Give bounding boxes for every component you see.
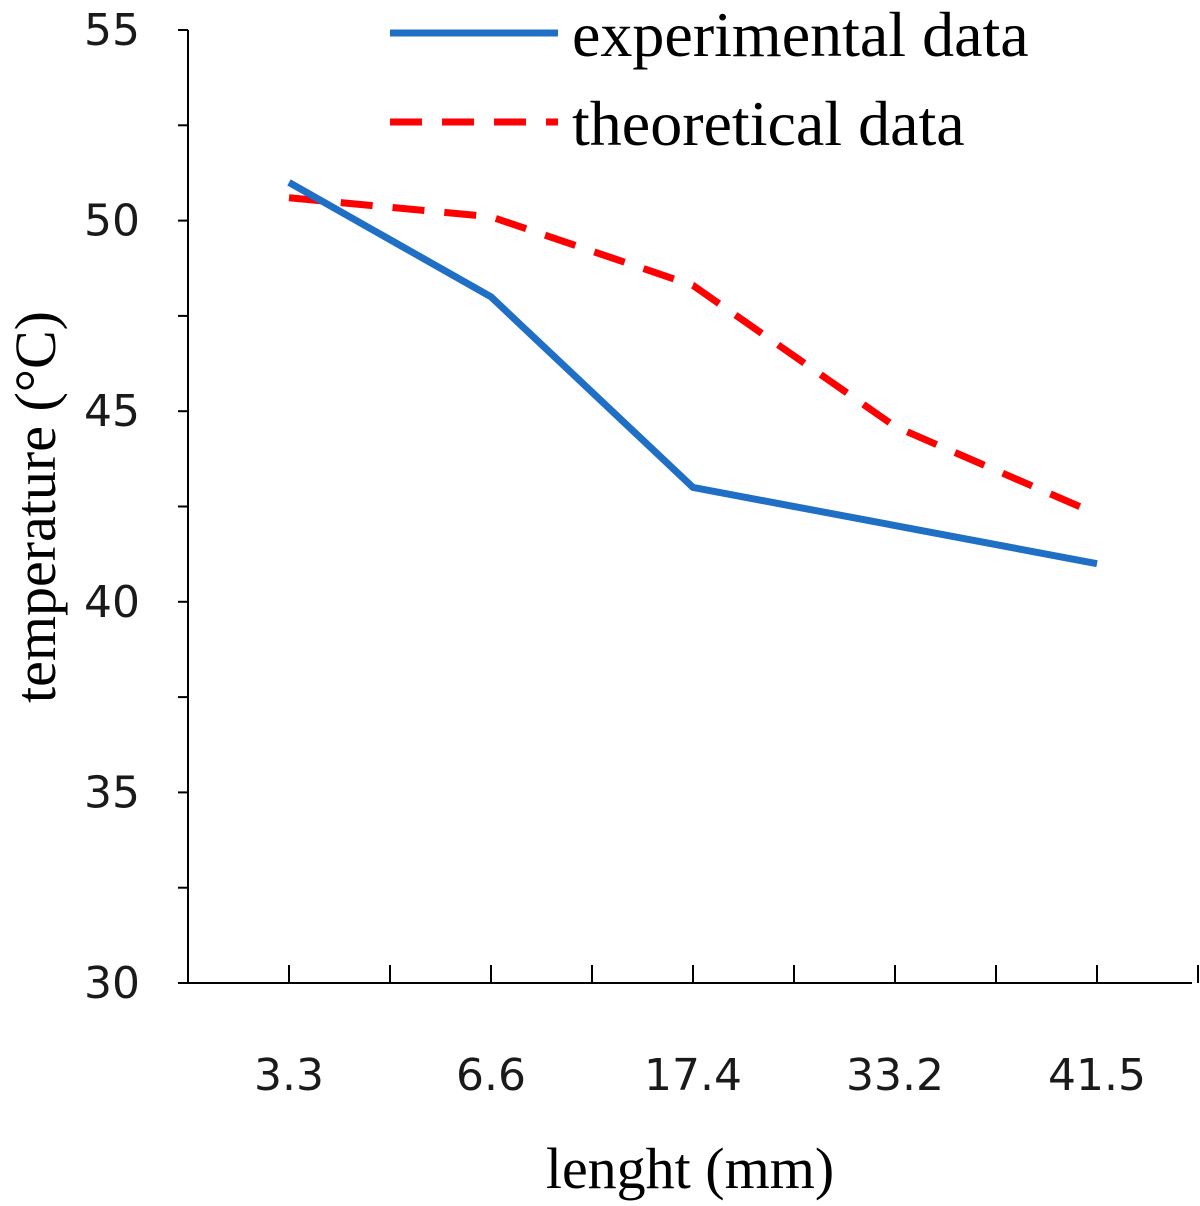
x-tick-label: 33.2	[846, 1050, 944, 1101]
x-tick-label: 3.3	[254, 1050, 324, 1101]
x-axis-title: lenght (mm)	[546, 1136, 834, 1201]
theoretical-data-line	[288, 194, 1099, 518]
x-tick-label: 41.5	[1048, 1050, 1146, 1101]
legend-experimental-label: experimental data	[572, 0, 1029, 70]
y-tick-label: 45	[84, 386, 140, 437]
y-tick-label: 35	[84, 767, 140, 818]
y-tick-label: 40	[84, 577, 140, 628]
x-tick-label: 17.4	[644, 1050, 742, 1101]
y-axis-title: temperature (°C)	[3, 311, 68, 703]
axes: 30 35 40 45 50 55 3.3 6.6 17.4 33.2 41.5	[84, 5, 1199, 1101]
experimental-data-line	[287, 179, 1098, 568]
x-tick-label: 6.6	[456, 1050, 526, 1101]
legend: experimental data theoretical data	[390, 0, 1029, 159]
y-tick-label: 30	[84, 958, 140, 1009]
series-layer	[287, 179, 1099, 568]
y-tick-label: 50	[84, 196, 140, 247]
legend-theoretical-label: theoretical data	[572, 88, 965, 159]
y-tick-label: 55	[84, 5, 140, 56]
